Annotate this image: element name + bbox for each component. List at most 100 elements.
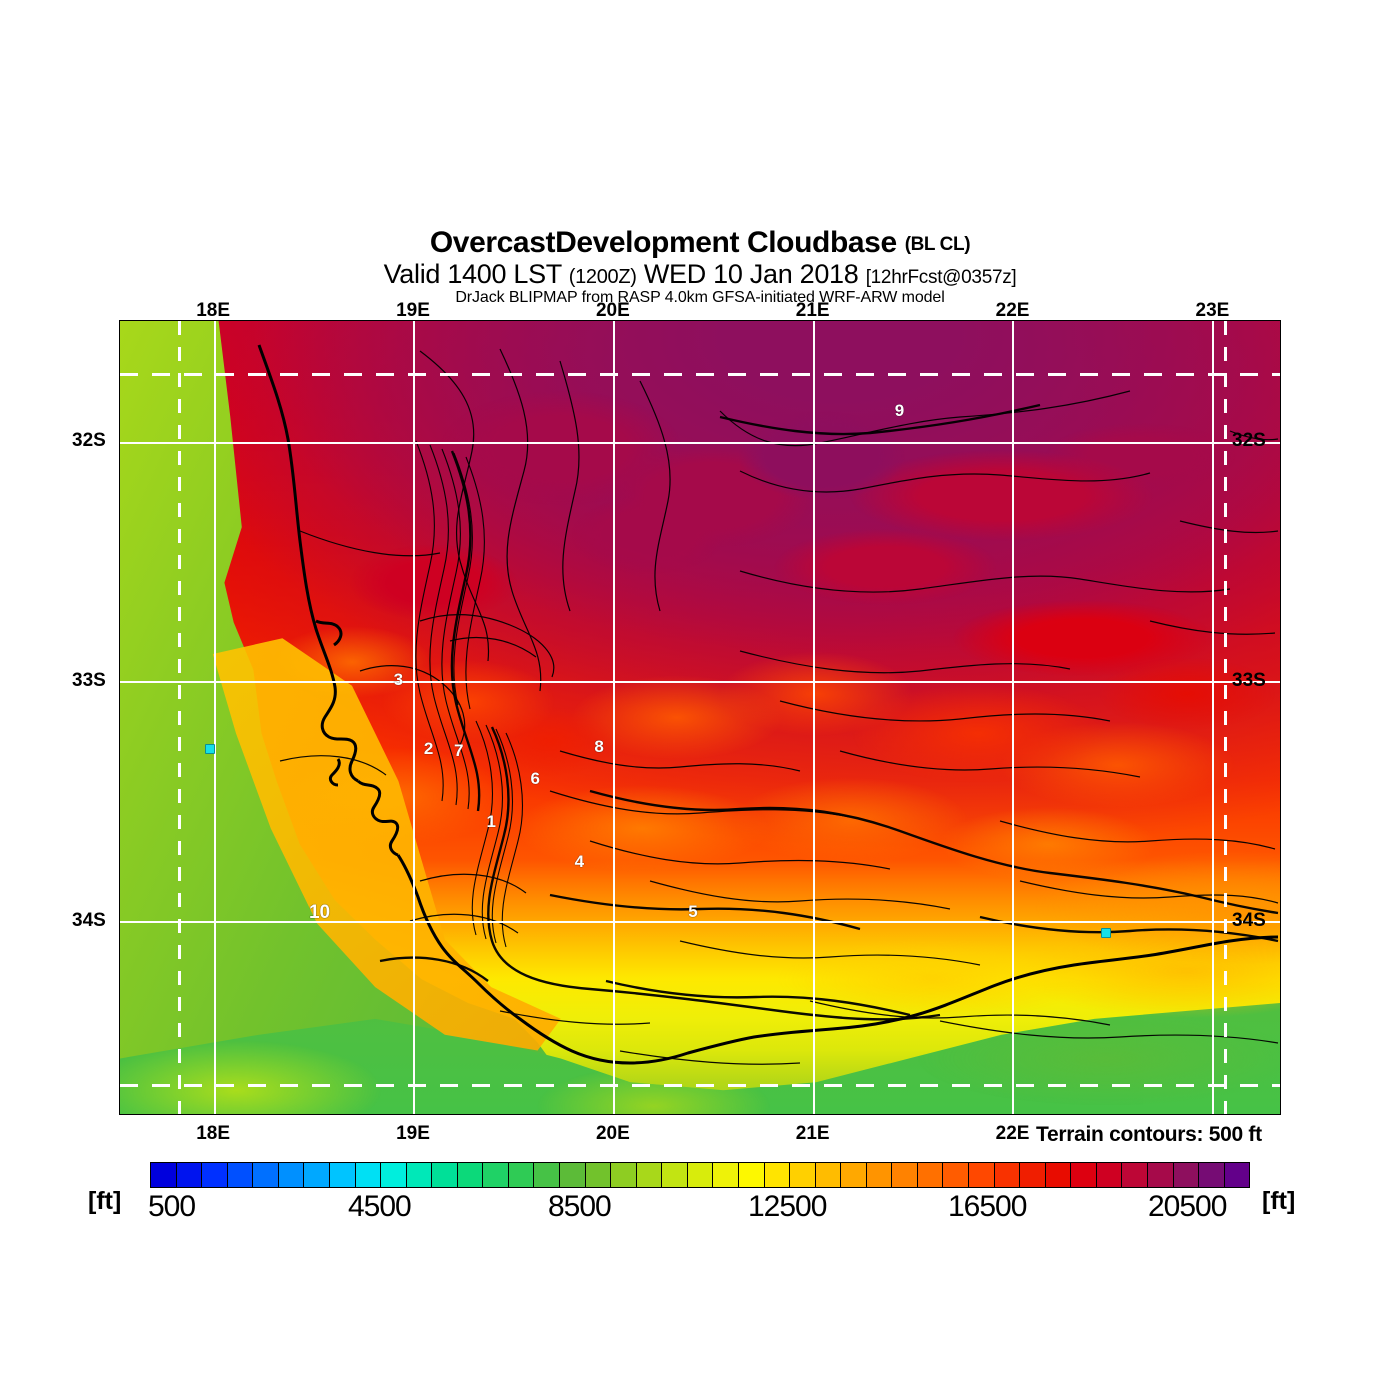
colorbar-cell-38	[1122, 1163, 1148, 1187]
cloudbase-field: 1 2 3 4 5 6 7 8 9 10	[120, 321, 1280, 1114]
colorbar-cell-20	[662, 1163, 688, 1187]
colorbar-cell-28	[866, 1163, 893, 1187]
domain-boundary-north	[120, 373, 1280, 377]
colorbar[interactable]	[150, 1162, 1250, 1188]
lon-label-top-23E: 23E	[1195, 300, 1230, 321]
colorbar-tick-12500: 12500	[748, 1190, 827, 1223]
colorbar-cell-40	[1173, 1163, 1200, 1187]
domain-boundary-west	[178, 321, 181, 1114]
colorbar-cell-2	[202, 1163, 228, 1187]
site-label-9[interactable]: 9	[894, 400, 905, 420]
gridline-lon-22E	[1012, 321, 1015, 1114]
lon-label-bottom-20E: 20E	[595, 1123, 630, 1144]
site-label-5[interactable]: 5	[688, 901, 698, 921]
grid-overlay	[120, 321, 1280, 1114]
valid-date: WED 10 Jan 2018	[643, 258, 859, 289]
lon-label-top-20E: 20E	[595, 300, 630, 321]
colorbar-cell-13	[483, 1163, 509, 1187]
forecast-map[interactable]: 1 2 3 4 5 6 7 8 9 10	[119, 320, 1281, 1115]
site-label-10[interactable]: 10	[308, 901, 331, 923]
domain-boundary-south	[120, 1083, 1280, 1087]
model-source: DrJack BLIPMAP from RASP 4.0km GFSA-init…	[455, 288, 945, 306]
colorbar-cell-42	[1224, 1163, 1250, 1187]
colorbar-cell-0	[151, 1163, 177, 1187]
domain-boundary-east	[1224, 321, 1228, 1114]
colorbar-cell-1	[176, 1163, 203, 1187]
colorbar-cell-24	[764, 1163, 791, 1187]
site-label-3[interactable]: 3	[393, 670, 404, 690]
site-label-2[interactable]: 2	[423, 739, 434, 759]
city-markers-layer	[120, 321, 1280, 1114]
colorbar-cell-23	[738, 1163, 765, 1187]
colorbar-cell-7	[329, 1163, 356, 1187]
colorbar-cell-34	[1020, 1163, 1046, 1187]
lon-label-bottom-22E: 22E	[995, 1123, 1030, 1144]
colorbar-cell-14	[508, 1163, 535, 1187]
colorbar-cell-25	[790, 1163, 816, 1187]
colorbar-cell-32	[969, 1163, 995, 1187]
lon-label-top-19E: 19E	[396, 300, 430, 321]
colorbar-cell-3	[227, 1163, 254, 1187]
lon-label-top-21E: 21E	[795, 300, 830, 321]
colorbar-cell-8	[355, 1163, 382, 1187]
colorbar-cell-26	[815, 1163, 842, 1187]
lon-label-bottom-21E: 21E	[795, 1123, 830, 1144]
colorbar-cell-9	[381, 1163, 407, 1187]
forecast-hour: [12hrFcst@0357z]	[865, 266, 1017, 288]
title-block: OvercastDevelopment Cloudbase (BL CL) Va…	[0, 226, 1400, 307]
colorbar-tick-500: 500	[148, 1190, 196, 1223]
valid-prefix: Valid 1400 LST	[383, 258, 562, 289]
colorbar-cell-15	[534, 1163, 560, 1187]
site-labels-layer: 1 2 3 4 5 6 7 8 9 10	[120, 321, 1280, 1114]
colorbar-unit-left: [ft]	[88, 1187, 122, 1215]
colorbar-cell-37	[1096, 1163, 1123, 1187]
page-title: OvercastDevelopment Cloudbase (BL CL)	[0, 226, 1400, 259]
gridline-lat-33S	[120, 681, 1280, 684]
lat-label-left-32S: 32S	[72, 429, 106, 451]
gridline-lon-18E	[213, 321, 216, 1114]
colorbar-cell-27	[841, 1163, 867, 1187]
site-label-4[interactable]: 4	[574, 851, 585, 871]
terrain-contour-note: Terrain contours: 500 ft	[1036, 1123, 1262, 1146]
site-label-6[interactable]: 6	[530, 769, 540, 789]
city-marker-cape-town[interactable]	[205, 744, 216, 755]
gridline-lat-32S	[120, 441, 1280, 444]
colorbar-cell-35	[1045, 1163, 1072, 1187]
colorbar-tick-4500: 4500	[348, 1190, 412, 1223]
title-main: OvercastDevelopment Cloudbase	[429, 226, 897, 259]
lon-label-top-22E: 22E	[995, 300, 1030, 321]
gridline-lon-20E	[613, 321, 615, 1114]
colorbar-cell-5	[278, 1163, 305, 1187]
lat-label-right-33S: 33S	[1232, 669, 1266, 691]
colorbar-tick-16500: 16500	[948, 1190, 1027, 1223]
colorbar-cell-19	[636, 1163, 663, 1187]
lon-label-bottom-18E: 18E	[196, 1123, 231, 1144]
lat-label-right-32S: 32S	[1232, 429, 1266, 451]
title-param: (BL CL)	[904, 234, 971, 255]
site-label-1[interactable]: 1	[486, 812, 496, 832]
site-label-7[interactable]: 7	[453, 740, 464, 760]
colorbar-cell-11	[432, 1163, 458, 1187]
colorbar-cell-4	[253, 1163, 279, 1187]
colorbar-cell-31	[943, 1163, 969, 1187]
colorbar-cell-41	[1199, 1163, 1225, 1187]
colorbar-cell-10	[406, 1163, 433, 1187]
gridline-lon-23E	[1211, 321, 1214, 1114]
colorbar-cell-16	[560, 1163, 586, 1187]
colorbar-cell-39	[1147, 1163, 1174, 1187]
colorbar-unit-right: [ft]	[1262, 1187, 1296, 1215]
lat-label-left-34S: 34S	[72, 910, 106, 932]
colorbar-tick-20500: 20500	[1148, 1190, 1227, 1223]
terrain-contours	[257, 344, 1279, 1065]
site-label-8[interactable]: 8	[594, 736, 604, 756]
colorbar-cell-17	[585, 1163, 612, 1187]
colorbar-cell-29	[892, 1163, 918, 1187]
colorbar-tick-8500: 8500	[548, 1190, 612, 1223]
gridline-lat-34S	[120, 920, 1280, 923]
colorbar-cell-18	[611, 1163, 637, 1187]
city-marker-mossel-bay[interactable]	[1101, 928, 1111, 939]
valid-line: Valid 1400 LST (1200Z) WED 10 Jan 2018 […	[0, 258, 1400, 289]
colorbar-cell-36	[1071, 1163, 1097, 1187]
lat-label-right-34S: 34S	[1232, 910, 1266, 932]
